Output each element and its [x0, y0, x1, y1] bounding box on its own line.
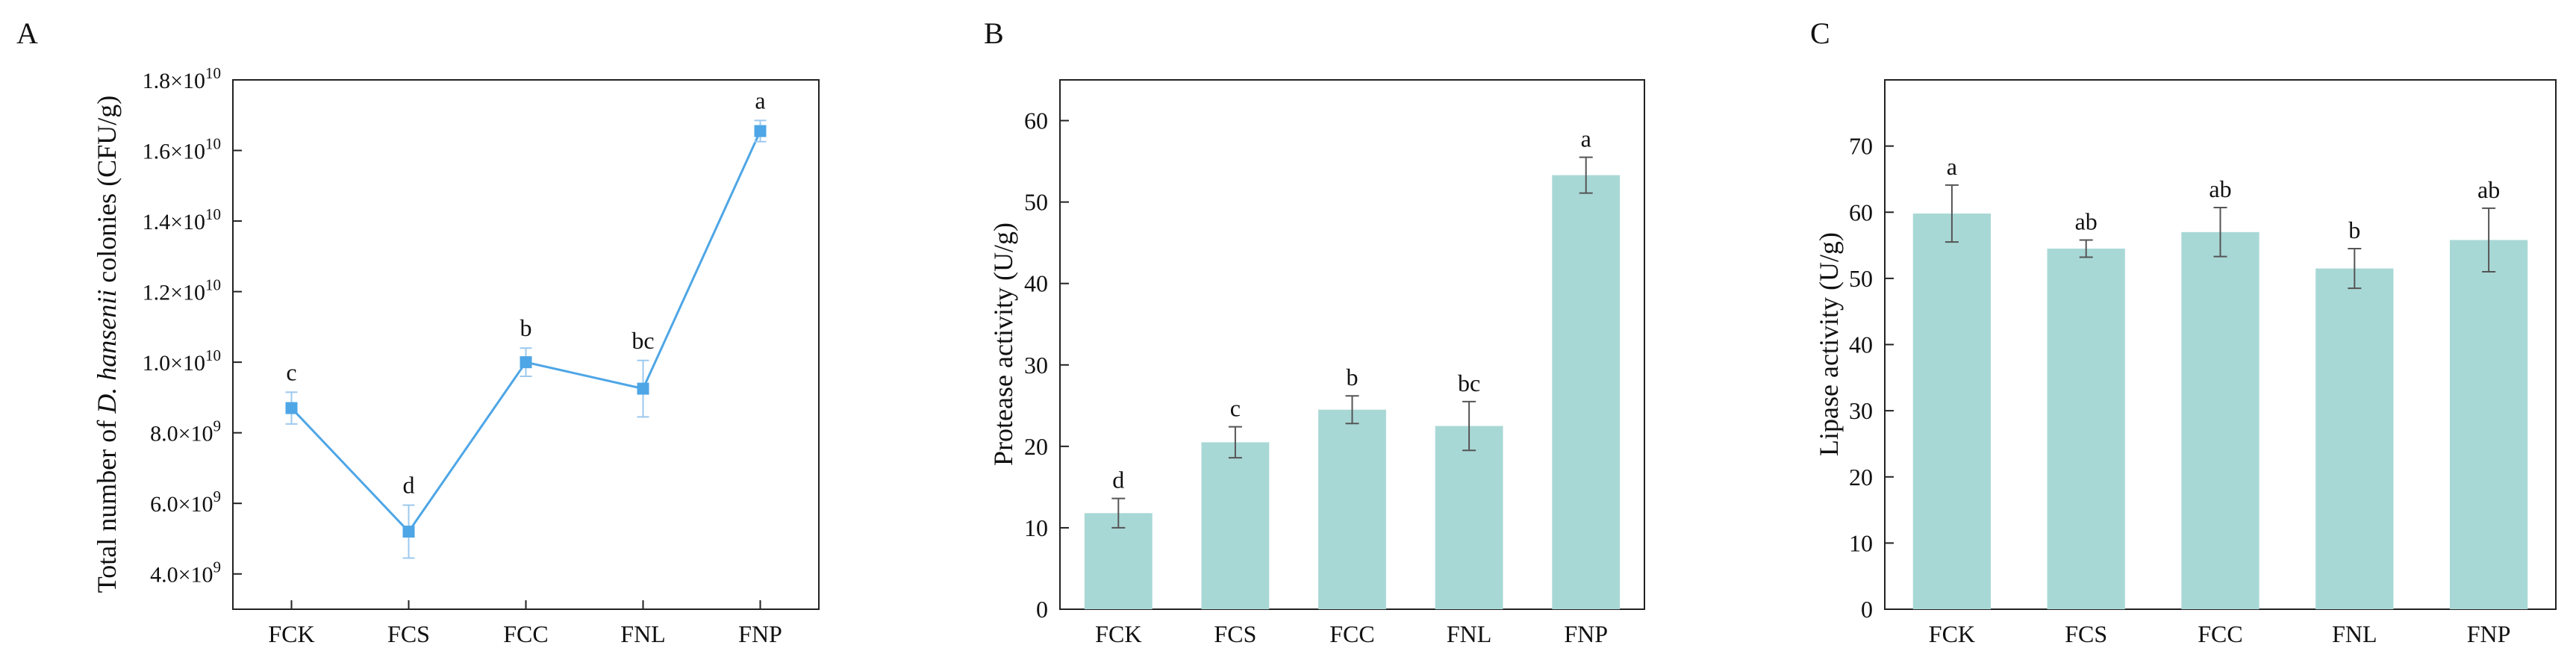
panel-a-plot-frame [232, 79, 820, 610]
y-tick-mantissa: 8.0×10 [150, 422, 213, 446]
x-tick-label: FCK [1095, 620, 1141, 647]
significance-letter: ab [2075, 208, 2098, 234]
y-tick-label: 1.6×1010 [143, 135, 221, 164]
panel-label-b: B [984, 16, 1004, 50]
y-tick-label: 70 [1849, 133, 1873, 160]
significance-letter: a [755, 87, 765, 113]
y-tick-mantissa: 1.6×10 [143, 140, 205, 164]
y-tick-label: 0 [1036, 596, 1048, 623]
panel-a-line-chart: 4.0×1096.0×1098.0×1091.0×10101.2×10101.4… [92, 64, 820, 647]
bar [1552, 175, 1621, 609]
bar [2047, 248, 2125, 609]
x-tick-label: FCC [2198, 620, 2242, 647]
significance-letter: d [403, 472, 415, 499]
significance-letter: d [1112, 467, 1124, 494]
significance-letter: b [2348, 217, 2360, 243]
panel-b-bar-chart: 0 10 20 30 40 50 60 FCK FCS FCC FNL FNP d c b bc a Prot… [988, 79, 1645, 647]
y-tick-label: 1.0×1010 [143, 346, 221, 376]
panel-b-y-axis-title: Protease activity (U/g) [988, 222, 1018, 466]
bar [1084, 513, 1153, 609]
x-tick-label: FCC [1329, 620, 1374, 647]
y-tick-label: 40 [1849, 331, 1873, 358]
y-tick-label: 60 [1849, 199, 1873, 225]
y-tick-label: 20 [1849, 464, 1873, 491]
significance-letter: b [1347, 364, 1359, 390]
significance-letter: c [1230, 395, 1241, 422]
y-tick-label: 30 [1849, 397, 1873, 424]
y-tick-label: 4.0×109 [150, 558, 221, 588]
y-tick-mantissa: 1.2×10 [143, 281, 205, 305]
y-tick-label: 10 [1849, 529, 1873, 556]
bar [1318, 409, 1386, 609]
y-tick-label: 1.2×1010 [143, 276, 221, 305]
data-point [637, 382, 649, 395]
significance-letter: a [1947, 153, 1957, 180]
y-tick-mantissa: 4.0×10 [150, 563, 213, 588]
x-tick-label: FCS [1214, 620, 1256, 647]
data-point [402, 526, 415, 538]
bar [1912, 214, 1992, 610]
y-tick-exponent: 9 [213, 417, 222, 435]
x-tick-label: FCC [503, 620, 548, 647]
y-tick-mantissa: 6.0×10 [150, 492, 213, 517]
x-tick-label: FCK [268, 620, 314, 647]
y-tick-exponent: 10 [205, 205, 221, 223]
x-tick-label: FCK [1929, 620, 1975, 647]
significance-letter: ab [2209, 175, 2231, 202]
x-tick-label: FNL [620, 620, 665, 647]
y-tick-exponent: 9 [213, 558, 222, 576]
y-tick-label: 8.0×109 [150, 417, 221, 446]
y-tick-label: 0 [1861, 596, 1873, 623]
y-tick-label: 60 [1024, 108, 1048, 134]
y-tick-mantissa: 1.8×10 [143, 69, 205, 93]
significance-letter: a [1581, 125, 1591, 152]
significance-letter: bc [631, 327, 654, 354]
y-tick-exponent: 10 [205, 346, 221, 364]
panel-label-c: C [1810, 16, 1830, 50]
bar [1435, 426, 1503, 609]
y-tick-label: 40 [1024, 270, 1048, 297]
y-tick-label: 1.8×1010 [143, 64, 221, 93]
y-tick-exponent: 10 [205, 64, 221, 82]
panel-a-y-axis-title: Total number of D. hansenii colonies (CF… [92, 96, 122, 593]
y-tick-exponent: 9 [213, 488, 222, 505]
y-tick-label: 30 [1024, 352, 1048, 379]
x-tick-label: FCS [2065, 620, 2107, 647]
y-tick-label: 50 [1024, 189, 1048, 216]
data-point [754, 125, 767, 137]
y-tick-exponent: 10 [205, 276, 221, 294]
y-tick-mantissa: 1.4×10 [143, 210, 205, 234]
significance-letter: bc [1458, 370, 1480, 396]
significance-letter: b [520, 314, 532, 341]
x-tick-label: FNP [2467, 620, 2511, 647]
significance-letter: ab [2477, 176, 2500, 203]
significance-letter: c [286, 358, 296, 385]
x-tick-label: FNP [738, 620, 782, 647]
y-tick-label: 50 [1849, 265, 1873, 292]
y-tick-label: 1.4×1010 [143, 205, 221, 234]
x-tick-label: FNP [1564, 620, 1608, 647]
y-tick-label: 10 [1024, 514, 1048, 541]
x-tick-label: FNL [1447, 620, 1491, 647]
x-tick-label: FCS [387, 620, 430, 647]
bar [2315, 268, 2394, 609]
y-tick-label: 20 [1024, 433, 1048, 460]
y-tick-label: 6.0×109 [150, 488, 221, 517]
bar [2449, 240, 2528, 609]
y-tick-mantissa: 1.0×10 [143, 351, 205, 376]
panel-c-y-axis-title: Lipase activity (U/g) [1814, 232, 1844, 456]
bar [1201, 442, 1270, 609]
x-tick-label: FNL [2332, 620, 2377, 647]
data-point [520, 356, 532, 369]
panel-label-a: A [16, 16, 38, 50]
bar [2181, 231, 2260, 609]
y-tick-exponent: 10 [205, 135, 221, 153]
data-point [285, 402, 298, 414]
